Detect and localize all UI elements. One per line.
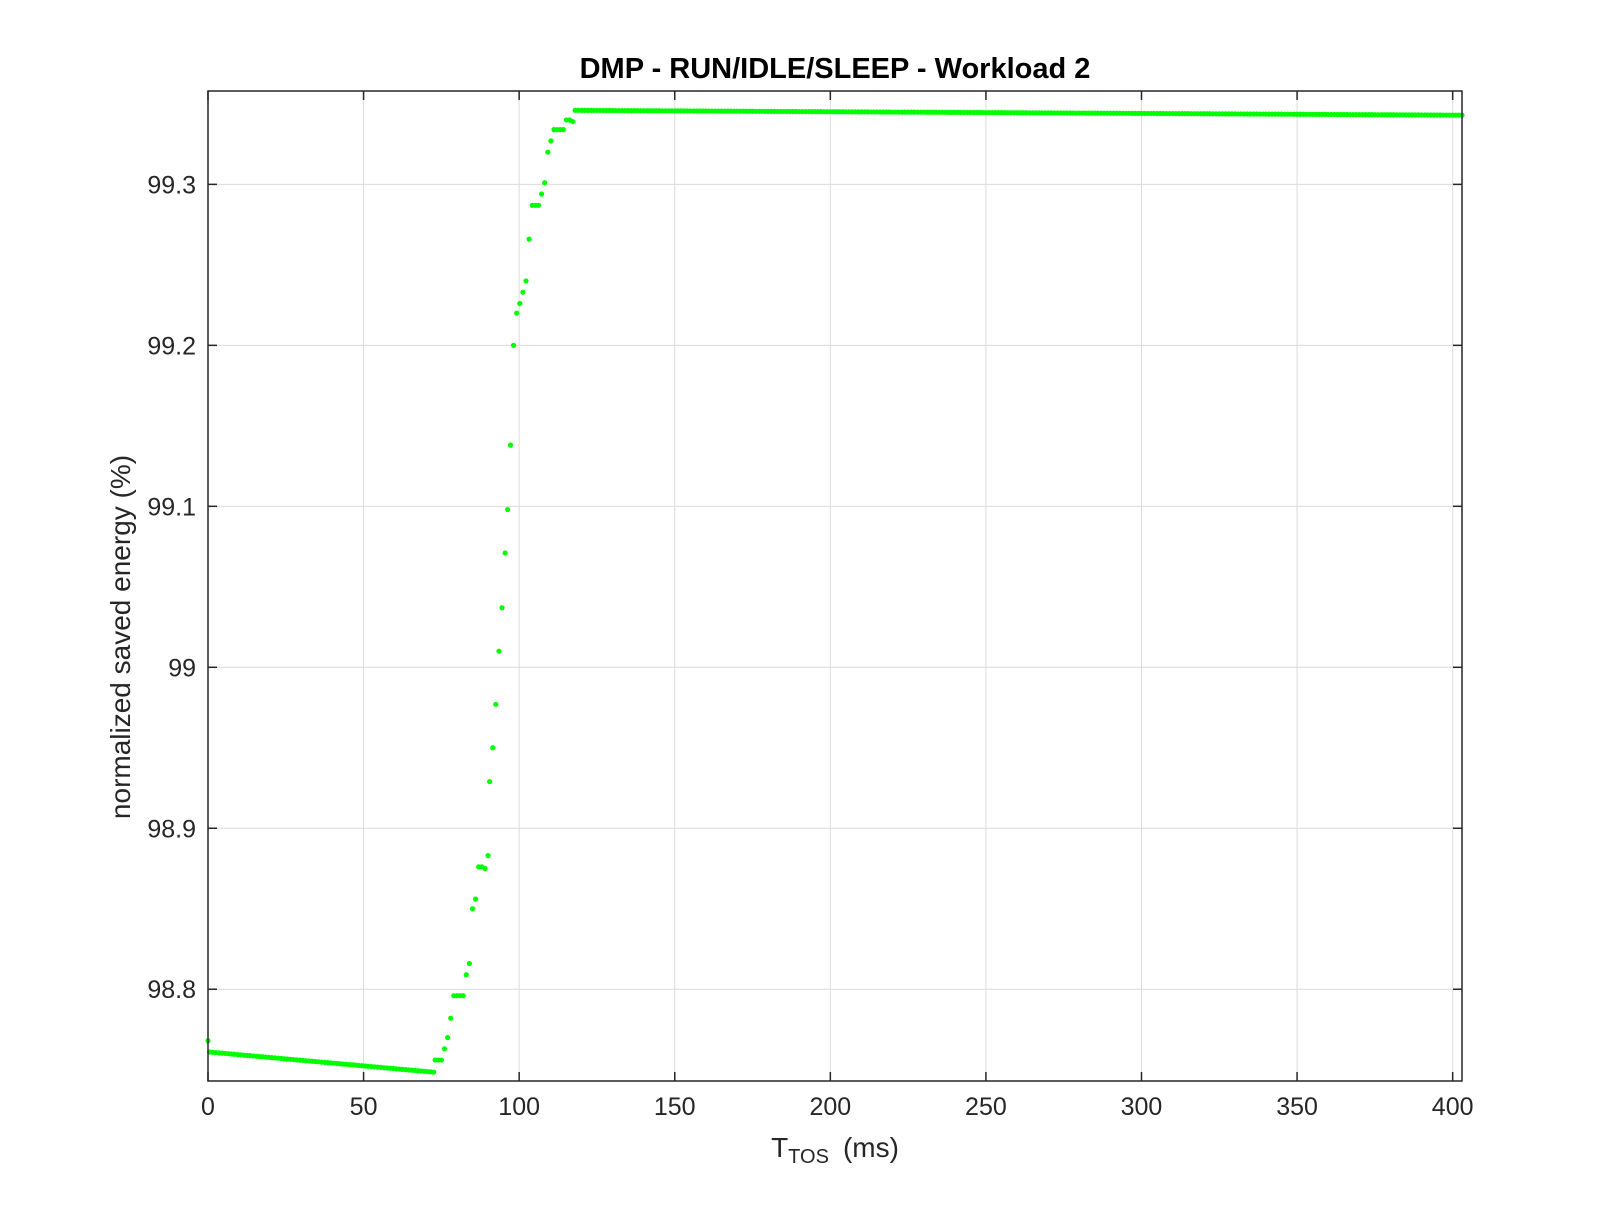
x-tick-label: 50	[350, 1093, 378, 1121]
data-point	[482, 865, 488, 872]
gridlines	[207, 91, 1462, 1081]
data-point	[487, 778, 493, 785]
data-point	[469, 906, 476, 912]
data-point	[473, 896, 479, 902]
y-tick-label: 98.9	[147, 815, 196, 843]
data-point	[448, 1015, 454, 1021]
data-point	[463, 972, 469, 978]
data-point	[520, 289, 526, 295]
data-point	[431, 1069, 437, 1075]
data-point	[517, 300, 523, 307]
data-point	[445, 1034, 451, 1041]
x-tick-label: 200	[809, 1093, 851, 1121]
chart-title: DMP - RUN/IDLE/SLEEP - Workload 2	[580, 53, 1091, 85]
data-point	[570, 118, 576, 125]
data-point	[538, 191, 545, 197]
data-point	[466, 960, 472, 967]
y-axis-label: normalized saved energy (%)	[105, 455, 136, 819]
x-axis-ticks: 0 50 100 150 200 250 300 350 400	[201, 91, 1474, 1121]
x-axis-label-subscript: TOS	[788, 1146, 829, 1168]
x-tick-label: 0	[201, 1093, 215, 1121]
data-point	[441, 1046, 448, 1052]
axes-frame	[207, 90, 1463, 1082]
data-point	[545, 149, 551, 155]
data-point	[526, 236, 532, 242]
x-axis-label-main: T	[771, 1132, 788, 1163]
data-point	[485, 853, 491, 859]
data-point	[510, 342, 517, 348]
y-axis-ticks: 98.8 98.9 99 99.1 99.2 99.3	[147, 171, 1462, 1004]
data-point	[507, 442, 514, 448]
y-tick-label: 99.2	[147, 332, 196, 360]
data-point	[514, 310, 520, 316]
data-point	[560, 127, 566, 133]
x-tick-label: 150	[654, 1093, 696, 1121]
data-point	[499, 605, 505, 611]
data-point	[548, 138, 554, 144]
data-point	[505, 506, 511, 513]
data-point	[493, 701, 499, 707]
data-point	[523, 278, 529, 284]
x-tick-label: 300	[1121, 1093, 1163, 1121]
x-axis-label: TTOS (ms)	[771, 1132, 899, 1168]
plot-area	[208, 91, 1462, 1081]
data-points	[205, 107, 1465, 1075]
data-point	[438, 1057, 444, 1063]
x-tick-label: 250	[965, 1093, 1007, 1121]
x-axis-label-unit: (ms)	[843, 1132, 899, 1163]
y-tick-label: 99.3	[147, 171, 196, 199]
data-point	[542, 180, 548, 186]
x-tick-label: 100	[498, 1093, 540, 1121]
data-point	[502, 550, 508, 556]
data-point	[460, 993, 466, 999]
y-tick-label: 99.1	[147, 493, 196, 521]
x-tick-label: 350	[1276, 1093, 1318, 1121]
x-tick-label: 400	[1432, 1093, 1474, 1121]
data-point	[490, 745, 496, 751]
data-point	[496, 648, 502, 654]
y-tick-label: 98.8	[147, 976, 196, 1004]
y-tick-label: 99	[168, 654, 196, 682]
data-point	[535, 202, 542, 208]
